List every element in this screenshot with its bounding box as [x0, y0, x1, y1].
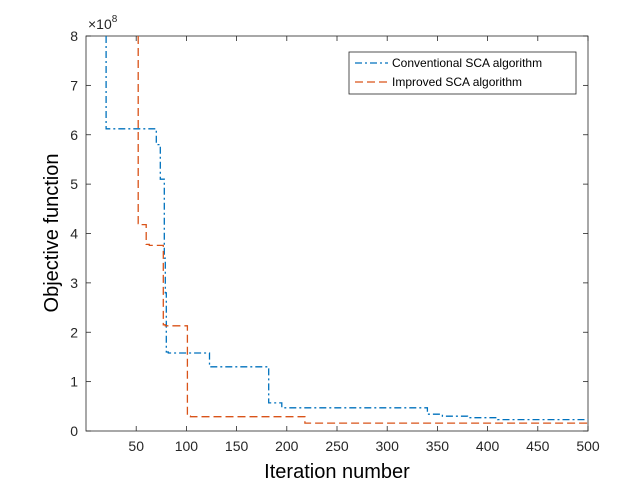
y-axis: 0 1 2 3 4 5 6 7 8	[70, 28, 588, 439]
legend-label-conventional: Conventional SCA algorithm	[392, 56, 542, 70]
y-tick-label: 4	[70, 226, 78, 242]
x-tick-label: 300	[376, 438, 400, 454]
x-tick-label: 200	[275, 438, 299, 454]
y-tick-label: 8	[70, 28, 78, 44]
x-tick-label: 250	[325, 438, 349, 454]
x-axis: 50 100 150 200 250 300 350 400 450 500	[128, 36, 600, 454]
y-tick-label: 6	[70, 127, 78, 143]
x-tick-label: 50	[128, 438, 144, 454]
series-line-conventional	[105, 36, 588, 421]
y-tick-label: 0	[70, 423, 78, 439]
y-axis-multiplier: ×108	[88, 14, 118, 32]
x-tick-label: 350	[426, 438, 450, 454]
x-tick-label: 150	[225, 438, 249, 454]
y-axis-multiplier-exponent: 8	[112, 14, 118, 25]
y-tick-label: 7	[70, 77, 78, 93]
legend-label-improved: Improved SCA algorithm	[392, 75, 522, 89]
x-tick-label: 500	[576, 438, 600, 454]
x-axis-title: Iteration number	[264, 461, 410, 483]
legend: Conventional SCA algorithm Improved SCA …	[348, 51, 577, 95]
y-tick-label: 1	[70, 374, 78, 390]
y-tick-label: 2	[70, 324, 78, 340]
y-axis-multiplier-base: ×10	[88, 16, 112, 32]
y-tick-label: 5	[70, 176, 78, 192]
y-tick-label: 3	[70, 275, 78, 291]
plot-area-frame	[85, 35, 589, 432]
x-tick-label: 400	[476, 438, 500, 454]
series-line-improved	[137, 36, 588, 424]
x-tick-label: 450	[526, 438, 550, 454]
y-axis-title: Objective function	[41, 154, 63, 313]
legend-box	[348, 51, 577, 95]
series-layer	[105, 36, 588, 424]
x-tick-label: 100	[175, 438, 199, 454]
